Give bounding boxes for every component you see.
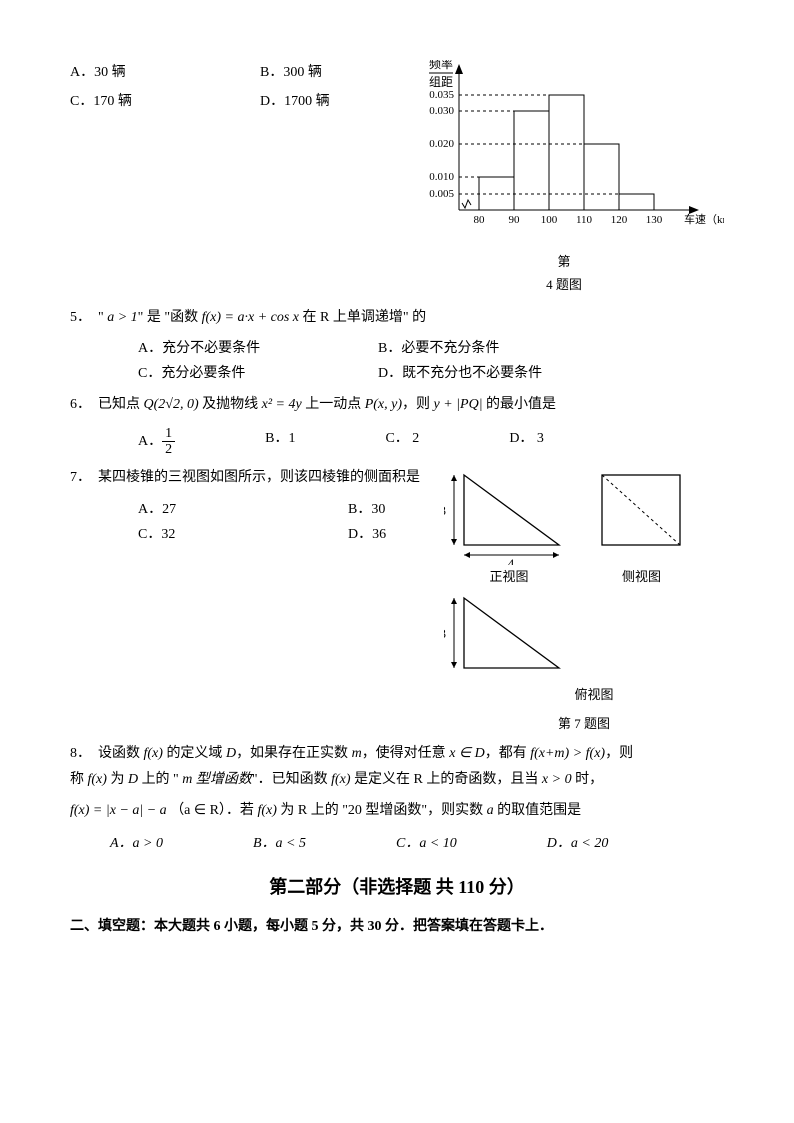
- question-7-row: 7． 某四棱锥的三视图如图所示，则该四棱锥的侧面积是 A．27 B．30 C．3…: [70, 465, 724, 735]
- q6-opt-a: A．12: [138, 426, 175, 458]
- q4-caption2: 4 题图: [404, 273, 724, 296]
- q5-fx: f(x) = a·x + cos x: [202, 310, 299, 325]
- q4-histogram: 频率 组距 0.035 0.030 0.020 0.010: [404, 60, 724, 250]
- q7-top-cap: 俯视图: [464, 683, 724, 706]
- svg-text:120: 120: [611, 214, 628, 226]
- q7-opt-c: C．32: [138, 522, 288, 547]
- q4-opt-b: B．300 辆: [260, 60, 322, 85]
- xlabel: 车速（km/h）: [684, 212, 724, 226]
- q4-opt-c: C．170 辆: [70, 89, 200, 114]
- q7-side-cap: 侧视图: [594, 565, 689, 588]
- svg-text:0.030: 0.030: [429, 105, 454, 117]
- q7-text: 某四棱锥的三视图如图所示，则该四棱锥的侧面积是: [98, 470, 420, 485]
- svg-text:100: 100: [541, 214, 558, 226]
- q7-opt-b: B．30: [348, 497, 385, 522]
- svg-text:0.035: 0.035: [429, 89, 454, 101]
- q5-opt-c: C．充分必要条件: [138, 361, 318, 386]
- q6-ta: 已知点: [98, 397, 144, 412]
- q6-parab: x² = 4y: [262, 397, 302, 412]
- question-8: 8． 设函数 f(x) 的定义域 D，如果存在正实数 m，使得对任意 x ∈ D…: [70, 741, 724, 856]
- q8-fxdef: f(x) = |x − a| − a: [70, 803, 167, 818]
- ylabel-top: 频率: [429, 60, 453, 71]
- q5-num: 5．: [70, 305, 98, 387]
- q6-tb: 及抛物线: [199, 397, 262, 412]
- q8-opt-a: A．a > 0: [110, 831, 163, 856]
- q8-opt-c: C．a < 10: [396, 831, 457, 856]
- svg-text:0.010: 0.010: [429, 171, 454, 183]
- fill-title: 二、填空题：本大题共 6 小题，每小题 5 分，共 30 分．把答案填在答题卡上…: [70, 914, 724, 939]
- q6-P: P(x, y): [365, 397, 402, 412]
- q7-top-view: 3: [444, 593, 574, 683]
- svg-text:0.005: 0.005: [429, 188, 454, 200]
- svg-text:4: 4: [508, 556, 515, 565]
- q6-opt-c: C． 2: [385, 426, 419, 458]
- svg-text:90: 90: [509, 214, 521, 226]
- svg-text:3: 3: [444, 626, 446, 641]
- q4-caption1: 第: [404, 250, 724, 273]
- q6-expr: y + |PQ|: [434, 397, 483, 412]
- q5-opt-d: D．既不充分也不必要条件: [378, 361, 542, 386]
- q7-front-cap: 正视图: [444, 565, 574, 588]
- question-6: 6． 已知点 Q(2√2, 0) 及抛物线 x² = 4y 上一动点 P(x, …: [70, 392, 724, 457]
- q7-opt-a: A．27: [138, 497, 288, 522]
- q4-opt-d: D．1700 辆: [260, 89, 330, 114]
- svg-text:110: 110: [576, 214, 593, 226]
- part2-title: 第二部分（非选择题 共 110 分）: [70, 871, 724, 903]
- svg-text:80: 80: [474, 214, 486, 226]
- question-4-row: A．30 辆 B．300 辆 C．170 辆 D．1700 辆 频率 组距: [70, 60, 724, 297]
- svg-text:130: 130: [646, 214, 663, 226]
- question-5: 5． " a > 1" 是 "函数 f(x) = a·x + cos x 在 R…: [70, 305, 724, 387]
- q7-opt-d: D．36: [348, 522, 386, 547]
- q6-te: 的最小值是: [483, 397, 557, 412]
- q5-opt-b: B．必要不充分条件: [378, 336, 499, 361]
- q8-num: 8．: [70, 741, 98, 766]
- q5-opt-a: A．充分不必要条件: [138, 336, 318, 361]
- q6-td: ，则: [402, 397, 434, 412]
- q6-opt-b: B．1: [265, 426, 295, 458]
- q7-side-view: [594, 465, 689, 565]
- q7-front-view: 3 4: [444, 465, 574, 565]
- q6-tc: 上一动点: [302, 397, 365, 412]
- q5-cond: a > 1: [107, 310, 137, 325]
- q6-opt-d: D． 3: [509, 426, 544, 458]
- q4-opt-a: A．30 辆: [70, 60, 200, 85]
- q6-Q: Q(2√2, 0): [144, 397, 199, 412]
- q5-tb: " 是 "函数: [138, 310, 202, 325]
- svg-text:0.020: 0.020: [429, 138, 454, 150]
- svg-text:3: 3: [444, 503, 446, 518]
- q7-caption: 第 7 题图: [444, 712, 724, 735]
- q5-ta: ": [98, 310, 107, 325]
- q6-num: 6．: [70, 392, 98, 457]
- q8-opt-b: B．a < 5: [253, 831, 306, 856]
- q8-opt-d: D．a < 20: [547, 831, 609, 856]
- q4-options: A．30 辆 B．300 辆 C．170 辆 D．1700 辆: [70, 60, 404, 114]
- q5-tc: 在 R 上单调递增" 的: [299, 310, 426, 325]
- ylabel-bot: 组距: [429, 75, 453, 89]
- q7-num: 7．: [70, 465, 98, 547]
